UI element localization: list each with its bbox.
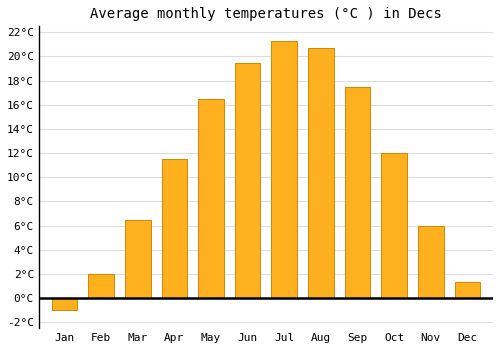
Bar <box>162 159 187 298</box>
Bar <box>418 225 444 298</box>
Bar <box>344 87 370 298</box>
Bar <box>272 41 297 298</box>
Bar <box>125 219 150 298</box>
Title: Average monthly temperatures (°C ) in Decs: Average monthly temperatures (°C ) in De… <box>90 7 442 21</box>
Bar <box>308 48 334 298</box>
Bar <box>235 63 260 298</box>
Bar <box>382 153 407 298</box>
Bar <box>88 274 114 298</box>
Bar <box>454 282 480 298</box>
Bar <box>198 99 224 298</box>
Bar <box>52 298 78 310</box>
